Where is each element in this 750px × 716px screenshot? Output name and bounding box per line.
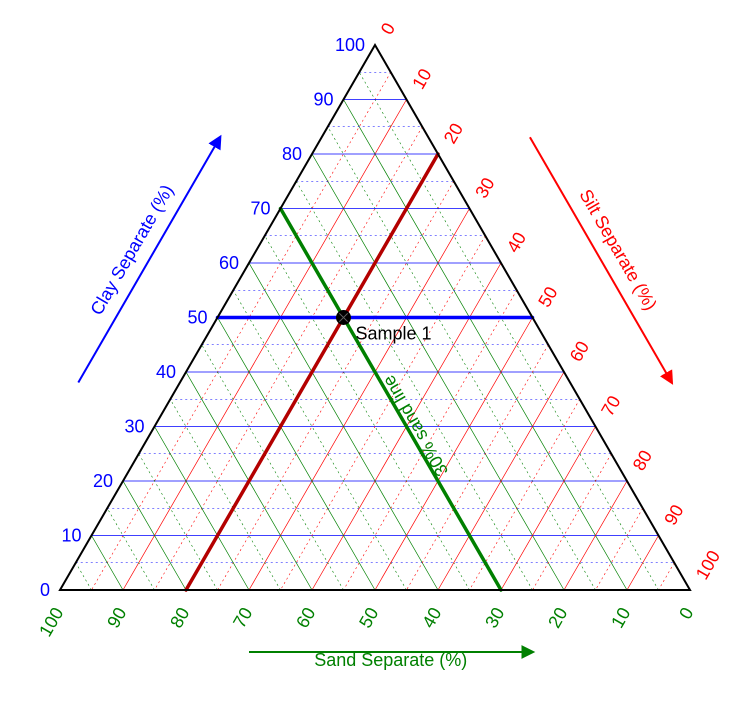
svg-text:90: 90	[313, 90, 333, 110]
svg-text:0: 0	[377, 19, 399, 38]
svg-text:10: 10	[61, 526, 81, 546]
svg-text:30: 30	[124, 417, 144, 437]
clay-axis-label: Clay Separate (%)	[86, 181, 177, 318]
svg-text:10: 10	[408, 65, 435, 92]
svg-text:60: 60	[566, 338, 593, 365]
svg-text:90: 90	[103, 604, 130, 631]
svg-text:80: 80	[629, 447, 656, 474]
svg-text:0: 0	[40, 580, 50, 600]
svg-text:20: 20	[93, 471, 113, 491]
svg-text:0: 0	[675, 604, 697, 623]
svg-text:50: 50	[534, 283, 561, 310]
svg-text:30: 30	[481, 604, 508, 631]
silt-axis-label: Silt Separate (%)	[575, 186, 660, 314]
silt-axis-arrow	[530, 137, 672, 382]
svg-text:70: 70	[597, 392, 624, 419]
svg-text:50: 50	[355, 604, 382, 631]
svg-text:20: 20	[544, 604, 571, 631]
svg-text:50: 50	[187, 308, 207, 328]
svg-text:90: 90	[660, 501, 687, 528]
svg-text:70: 70	[229, 604, 256, 631]
svg-text:20: 20	[440, 120, 467, 147]
svg-text:60: 60	[292, 604, 319, 631]
sample-label: Sample 1	[356, 324, 432, 344]
svg-text:100: 100	[692, 547, 724, 583]
ternary-diagram: 30% sand line010203040506070809010001020…	[0, 0, 750, 716]
sand-line-label: 30% sand line	[378, 372, 452, 480]
svg-text:40: 40	[418, 604, 445, 631]
clay-axis-arrow	[78, 137, 220, 382]
svg-text:80: 80	[282, 144, 302, 164]
svg-text:80: 80	[166, 604, 193, 631]
svg-text:40: 40	[156, 362, 176, 382]
svg-text:30: 30	[471, 174, 498, 201]
sand-axis-label: Sand Separate (%)	[314, 650, 467, 670]
svg-text:100: 100	[35, 604, 67, 640]
svg-text:100: 100	[335, 35, 365, 55]
svg-text:70: 70	[250, 199, 270, 219]
svg-text:10: 10	[607, 604, 634, 631]
svg-text:40: 40	[503, 229, 530, 256]
svg-text:60: 60	[219, 253, 239, 273]
